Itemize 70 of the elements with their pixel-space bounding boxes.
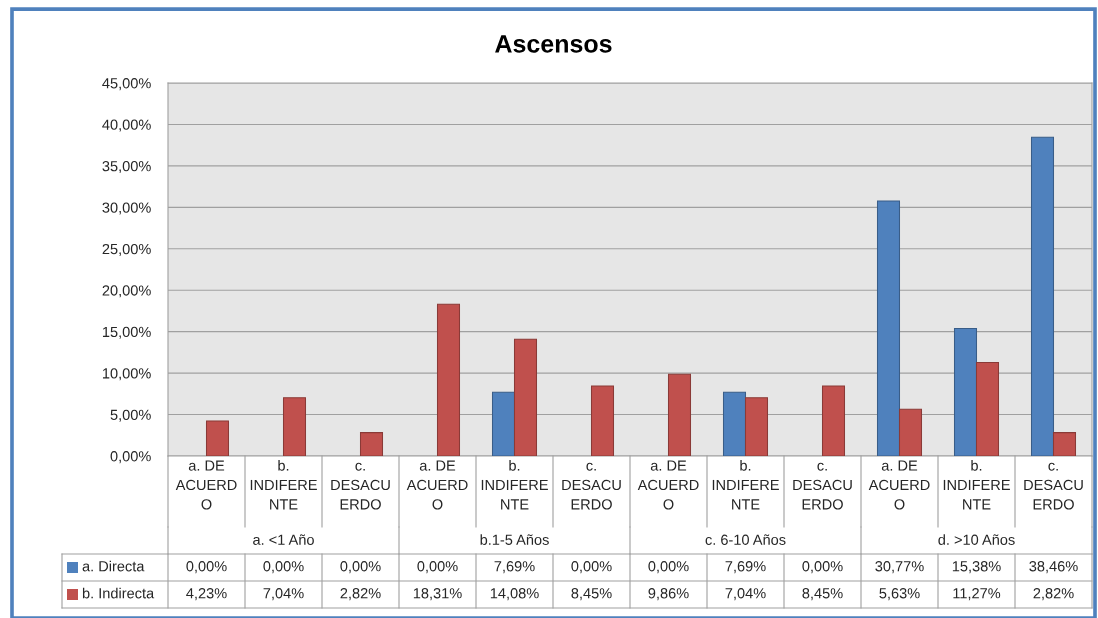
data-label: 0,00%	[417, 561, 458, 574]
x-tick-label: c. DESACUERDO	[1024, 462, 1083, 510]
bar	[975, 362, 1000, 456]
data-label: 30,77%	[875, 561, 924, 574]
x-tick-label: b. INDIFERENTE	[943, 460, 1010, 510]
chart-title: Ascensos	[495, 35, 612, 53]
bar	[436, 303, 461, 456]
y-tick-label: 45,00%	[102, 78, 151, 91]
x-tick-label: c. DESACUERDO	[793, 462, 852, 510]
x-tick-label: b. INDIFERENTE	[712, 460, 779, 510]
text: a. <1 Año	[253, 534, 314, 545]
data-label: 9,86%	[648, 588, 689, 601]
data-label: 7,04%	[725, 588, 766, 601]
bar	[744, 397, 769, 456]
bar	[722, 391, 747, 456]
data-label: 4,23%	[186, 588, 227, 601]
data-label: 2,82%	[1033, 588, 1074, 601]
x-tick-label: a. DE ACUERDO	[406, 460, 468, 510]
bar	[359, 432, 384, 456]
legend-label: a. Directa	[82, 560, 145, 572]
data-label: 7,04%	[263, 588, 304, 601]
bar	[876, 200, 901, 456]
data-label: 8,45%	[571, 588, 612, 601]
data-label: 7,69%	[494, 561, 535, 574]
bar	[821, 385, 846, 456]
x-tick-label: a. DE ACUERDO	[637, 460, 699, 510]
y-tick-label: 40,00%	[102, 119, 151, 132]
x-tick-label: c. DESACUERDO	[562, 462, 621, 510]
bar	[282, 397, 307, 456]
text: c. 6-10 Años	[705, 534, 786, 545]
data-label: 2,82%	[340, 588, 381, 601]
data-label: 7,69%	[725, 561, 766, 574]
bar	[590, 385, 615, 456]
data-label: 5,63%	[879, 588, 920, 601]
data-label: 0,00%	[648, 561, 689, 574]
data-label: 18,31%	[413, 588, 462, 601]
data-label: 0,00%	[263, 561, 304, 574]
x-tick-label: b. INDIFERENTE	[250, 460, 317, 510]
data-label: 0,00%	[571, 561, 612, 574]
y-tick-label: 0,00%	[110, 451, 151, 464]
bar	[513, 338, 538, 456]
x-tick-label: a. DE ACUERDO	[868, 460, 930, 510]
bar	[667, 373, 692, 456]
text: b.1-5 Años	[480, 534, 549, 545]
y-tick-label: 30,00%	[102, 202, 151, 215]
text: d. >10 Años	[938, 534, 1015, 545]
y-tick-label: 5,00%	[110, 409, 151, 422]
y-tick-label: 35,00%	[102, 160, 151, 174]
bar	[1030, 136, 1055, 456]
data-label: 0,00%	[340, 561, 381, 574]
bar	[953, 328, 978, 456]
data-label: 14,08%	[490, 588, 539, 601]
data-label: 0,00%	[186, 561, 227, 574]
data-label: 11,27%	[953, 588, 1001, 601]
y-tick-label: 10,00%	[102, 368, 151, 381]
data-label: 15,38%	[952, 561, 1001, 574]
bar	[898, 408, 923, 456]
data-label: 0,00%	[802, 561, 843, 574]
bar	[1052, 432, 1077, 456]
y-tick-label: 25,00%	[102, 243, 151, 256]
legend-label: b. Indirecta	[82, 587, 155, 599]
x-tick-label: a. DE ACUERDO	[175, 460, 237, 510]
data-label: 38,46%	[1029, 561, 1078, 574]
bar	[491, 391, 516, 456]
y-tick-label: 20,00%	[102, 285, 151, 298]
bar	[205, 420, 230, 456]
y-tick-label: 15,00%	[102, 326, 151, 339]
x-tick-label: b. INDIFERENTE	[481, 460, 548, 510]
x-tick-label: c. DESACUERDO	[331, 462, 390, 510]
data-label: 8,45%	[802, 588, 843, 601]
